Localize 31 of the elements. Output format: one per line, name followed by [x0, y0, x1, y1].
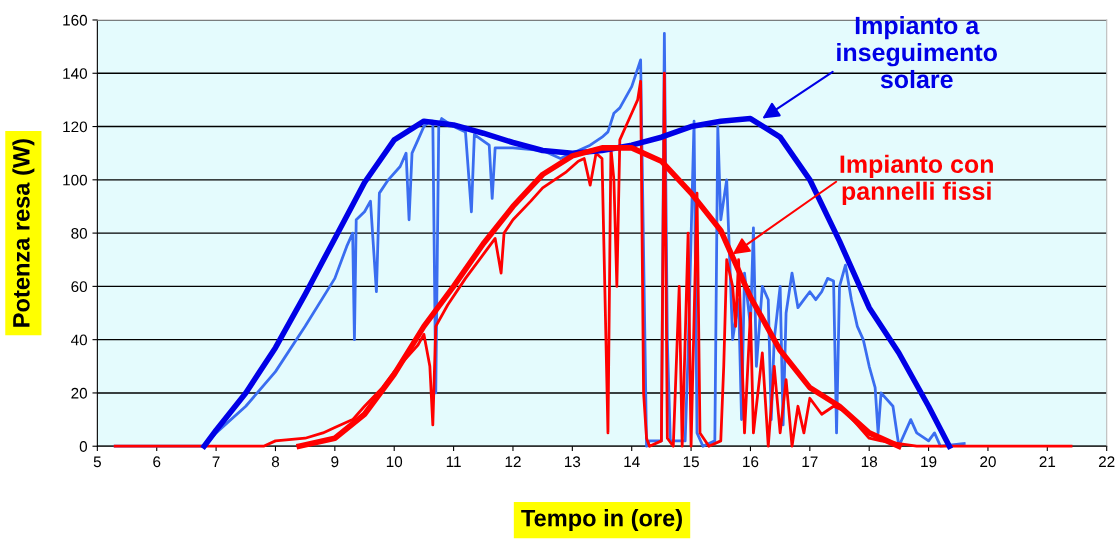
y-tick-label: 40 [70, 334, 88, 346]
x-tick-label: 9 [331, 456, 339, 468]
y-tick-label: 0 [79, 441, 88, 452]
x-tick-label: 10 [386, 456, 403, 468]
x-tick-label: 12 [505, 456, 521, 468]
y-tick-label: 60 [71, 281, 88, 293]
y-tick-label: 140 [63, 68, 88, 79]
y-tick-label: 160 [63, 14, 88, 26]
x-tick-label: 14 [624, 456, 640, 468]
x-tick-label: 22 [1098, 456, 1115, 468]
x-tick-label: 20 [980, 456, 996, 468]
x-tick-label: 7 [212, 456, 220, 468]
x-tick-label: 11 [446, 456, 461, 468]
x-tick-label: 15 [683, 456, 699, 468]
y-tick-label: 120 [63, 121, 88, 133]
x-tick-label: 6 [153, 456, 161, 468]
x-tick-label: 17 [802, 456, 818, 468]
y-tick-label: 80 [71, 227, 88, 239]
x-axis-title: Tempo in (ore) [521, 509, 682, 532]
x-tick-label: 8 [271, 456, 280, 468]
x-tick-label: 13 [565, 456, 581, 468]
x-tick-label: 21 [1039, 456, 1056, 468]
x-tick-label: 5 [93, 456, 101, 468]
x-tick-label: 19 [921, 456, 937, 468]
x-tick-label: 16 [743, 456, 759, 468]
annotation: Impianto con pannelli fissi [840, 154, 993, 205]
y-axis-title: Potenza resa (W) [12, 139, 35, 327]
x-tick-label: 18 [861, 456, 878, 468]
annotation: Impianto a inseguimento solare [837, 15, 997, 89]
y-tick-label: 20 [71, 387, 88, 399]
y-tick-label: 100 [63, 174, 88, 186]
